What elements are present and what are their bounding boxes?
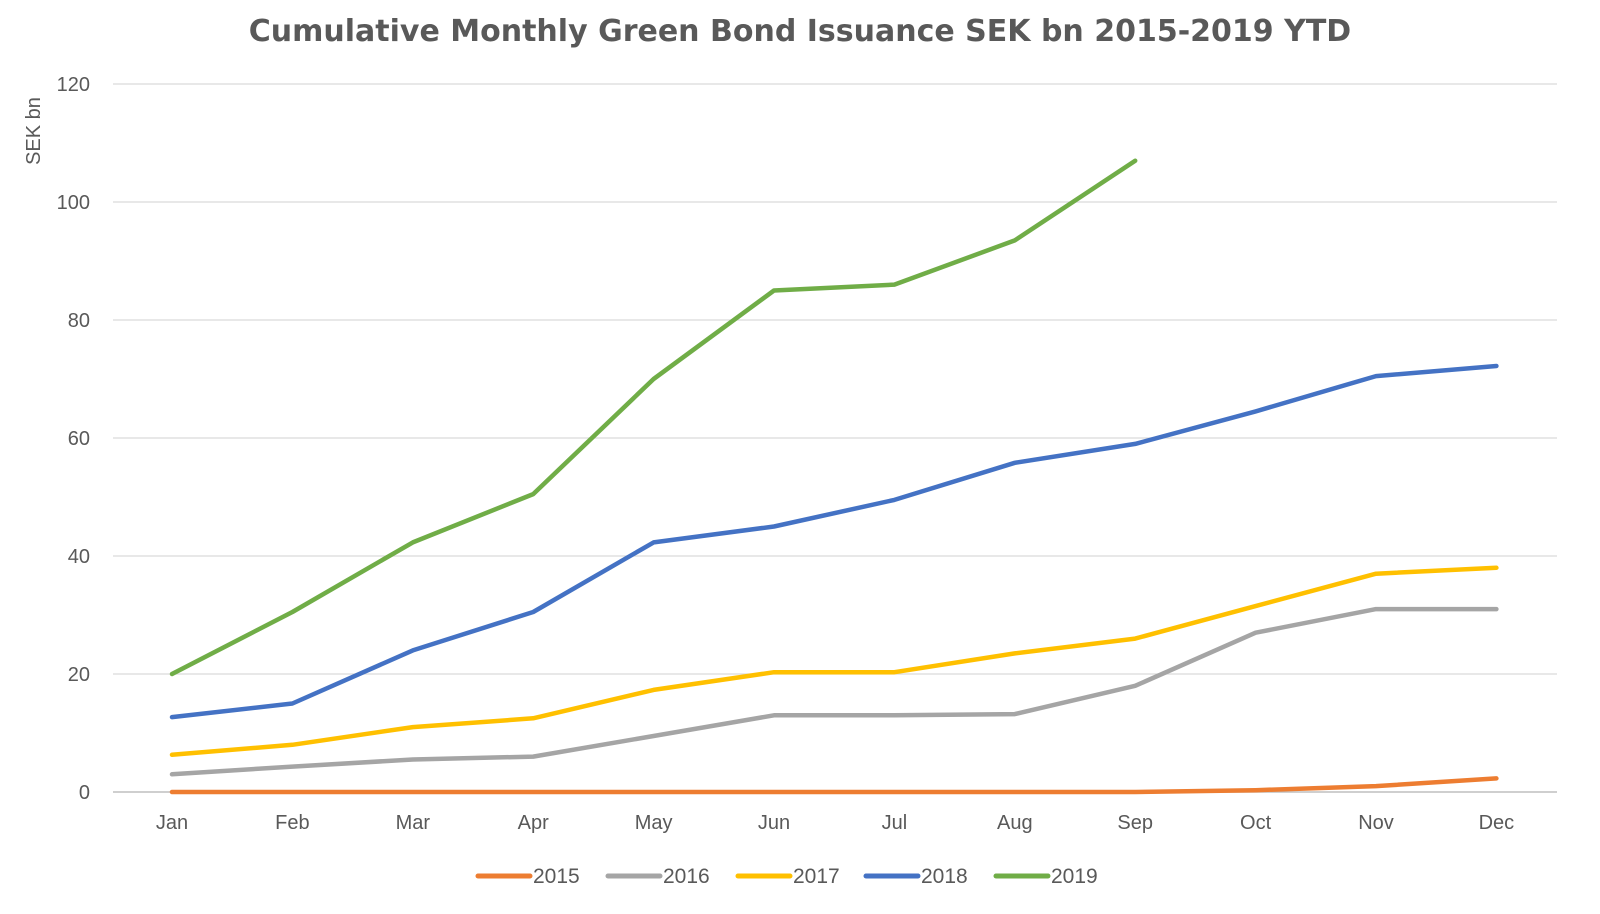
- series-line-2019: [169, 158, 1138, 677]
- legend-label-2015: 2015: [533, 865, 580, 888]
- y-axis-ticks: 0 20 40 60 80 100 120: [57, 74, 90, 804]
- series-line-2015: [169, 776, 1499, 795]
- legend-label-2018: 2018: [921, 865, 968, 888]
- chart-title: Cumulative Monthly Green Bond Issuance S…: [249, 14, 1351, 49]
- legend-label-2017: 2017: [793, 865, 840, 888]
- legend: 2015 2016 2017 2018 2019: [475, 865, 1098, 888]
- y-tick-label: 0: [79, 782, 90, 804]
- series-line-2016: [169, 606, 1499, 777]
- y-tick-label: 80: [68, 310, 90, 332]
- y-tick-label: 40: [68, 546, 90, 568]
- x-tick-label: Dec: [1479, 812, 1515, 834]
- y-tick-label: 120: [57, 74, 90, 96]
- series-lines: [169, 158, 1499, 795]
- x-tick-label: Nov: [1358, 812, 1394, 834]
- series-line-2017: [169, 565, 1499, 758]
- x-tick-label: Mar: [396, 812, 431, 834]
- x-tick-label: Feb: [275, 812, 309, 834]
- x-tick-label: Apr: [518, 812, 549, 834]
- y-tick-label: 20: [68, 664, 90, 686]
- series-line-2018: [169, 363, 1499, 720]
- y-tick-label: 100: [57, 192, 90, 214]
- x-tick-label: Aug: [997, 812, 1033, 834]
- x-tick-label: May: [635, 812, 673, 834]
- x-tick-label: Oct: [1240, 812, 1272, 834]
- x-axis-ticks: Jan Feb Mar Apr May Jun Jul Aug Sep Oct Nov Dec: [156, 812, 1514, 834]
- x-tick-label: Jan: [156, 812, 188, 834]
- legend-label-2016: 2016: [663, 865, 710, 888]
- x-tick-label: Jul: [882, 812, 908, 834]
- legend-label-2019: 2019: [1051, 865, 1098, 888]
- x-tick-label: Jun: [758, 812, 790, 834]
- gridlines: [113, 83, 1557, 793]
- y-axis-label: SEK bn: [23, 97, 45, 165]
- x-tick-label: Sep: [1117, 812, 1153, 834]
- y-tick-label: 60: [68, 428, 90, 450]
